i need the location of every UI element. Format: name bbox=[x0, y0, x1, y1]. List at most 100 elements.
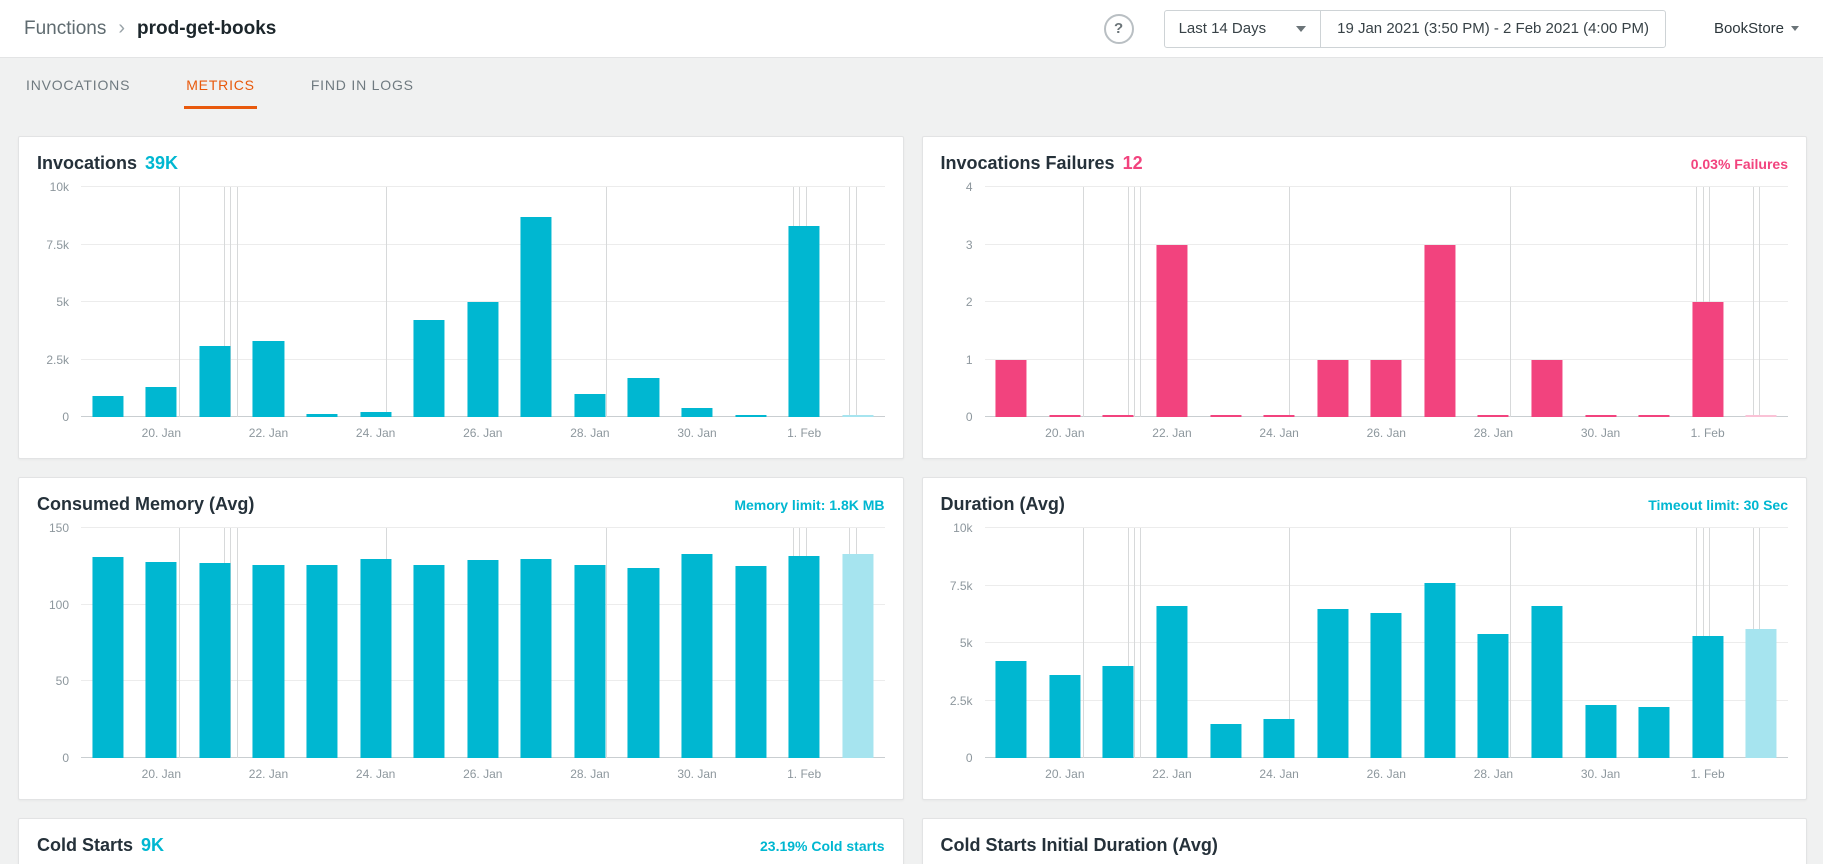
help-button[interactable]: ? bbox=[1103, 13, 1134, 44]
bar[interactable] bbox=[1692, 302, 1724, 417]
chart-stat: 9K bbox=[141, 835, 165, 855]
bar[interactable] bbox=[1584, 415, 1617, 417]
bar[interactable] bbox=[1477, 633, 1509, 758]
bar[interactable] bbox=[1692, 636, 1724, 758]
bar[interactable] bbox=[735, 414, 767, 417]
event-marker-line bbox=[179, 528, 181, 758]
tab-metrics[interactable]: METRICS bbox=[184, 58, 257, 109]
bar[interactable] bbox=[145, 561, 177, 758]
x-tick-label: 20. Jan bbox=[1045, 767, 1085, 781]
charts-grid: Invocations 39K 0 2.5k 5k 7.5k 10k 20. Jan 22. J… bbox=[0, 112, 1823, 864]
bar[interactable] bbox=[1317, 608, 1349, 758]
x-tick-label: 22. Jan bbox=[248, 767, 289, 781]
chart-note: Timeout limit: 30 Sec bbox=[1648, 497, 1788, 513]
bar[interactable] bbox=[413, 320, 445, 417]
chart-note: 23.19% Cold starts bbox=[760, 838, 885, 854]
range-preset-select[interactable]: Last 14 Days bbox=[1165, 10, 1322, 47]
date-range-display[interactable]: 19 Jan 2021 (3:50 PM) - 2 Feb 2021 (4:00… bbox=[1337, 20, 1649, 37]
event-marker-line bbox=[1140, 528, 1142, 758]
bar[interactable] bbox=[1049, 415, 1081, 417]
bar[interactable] bbox=[842, 415, 874, 417]
bar[interactable] bbox=[574, 564, 606, 758]
bar[interactable] bbox=[1156, 244, 1188, 417]
bar[interactable] bbox=[92, 396, 124, 417]
chart-stat: 39K bbox=[145, 153, 179, 173]
y-tick-label: 5k bbox=[959, 636, 973, 650]
bar[interactable] bbox=[995, 661, 1027, 758]
bar[interactable] bbox=[1638, 415, 1670, 417]
bar[interactable] bbox=[1745, 629, 1777, 758]
bar[interactable] bbox=[627, 377, 659, 417]
project-name: BookStore bbox=[1713, 20, 1784, 37]
bar[interactable] bbox=[413, 564, 445, 758]
gridline bbox=[984, 301, 1788, 302]
x-tick-label: 1. Feb bbox=[787, 426, 822, 440]
bar[interactable] bbox=[306, 564, 338, 758]
breadcrumb-functions-link[interactable]: Functions bbox=[24, 17, 107, 39]
bar[interactable] bbox=[995, 359, 1027, 417]
y-tick-label: 50 bbox=[55, 674, 69, 689]
bar[interactable] bbox=[252, 564, 284, 758]
y-axis: 0 2.5k 5k 7.5k 10k bbox=[941, 521, 985, 765]
bar[interactable] bbox=[1210, 415, 1242, 417]
bar[interactable] bbox=[735, 566, 767, 758]
plot-area bbox=[81, 186, 885, 417]
bar[interactable] bbox=[1424, 244, 1456, 417]
x-tick-label: 30. Jan bbox=[1580, 767, 1621, 781]
bar[interactable] bbox=[1531, 359, 1563, 417]
bar[interactable] bbox=[520, 216, 552, 417]
bar[interactable] bbox=[1531, 606, 1563, 758]
event-marker-line bbox=[1127, 528, 1129, 758]
chart-title: Invocations Failures bbox=[940, 153, 1115, 173]
x-tick-label: 30. Jan bbox=[677, 767, 717, 781]
bar[interactable] bbox=[145, 387, 177, 417]
bar[interactable] bbox=[467, 560, 499, 758]
project-selector[interactable]: BookStore bbox=[1714, 20, 1799, 37]
bar[interactable] bbox=[1370, 613, 1402, 758]
bar[interactable] bbox=[467, 302, 499, 417]
bar[interactable] bbox=[1102, 666, 1134, 758]
chart-card-cold-starts: Cold Starts 9K 23.19% Cold starts bbox=[18, 818, 904, 864]
event-marker-line bbox=[1082, 187, 1084, 417]
bar[interactable] bbox=[252, 341, 284, 417]
bar[interactable] bbox=[1477, 415, 1509, 417]
event-marker-line bbox=[1509, 187, 1511, 417]
chart-plot-column: 20. Jan 22. Jan 24. Jan 26. Jan 28. Jan 30. J… bbox=[81, 527, 885, 781]
gridline bbox=[984, 358, 1788, 360]
bar[interactable] bbox=[1102, 415, 1134, 417]
bar[interactable] bbox=[1317, 359, 1349, 417]
bar[interactable] bbox=[1370, 359, 1402, 417]
bar[interactable] bbox=[1745, 415, 1777, 417]
bar[interactable] bbox=[360, 412, 392, 417]
bar[interactable] bbox=[1424, 583, 1456, 758]
tab-find-in-logs[interactable]: FIND IN LOGS bbox=[310, 77, 414, 93]
bar[interactable] bbox=[1263, 718, 1295, 758]
bar[interactable] bbox=[92, 557, 124, 758]
bar[interactable] bbox=[574, 394, 606, 417]
bar[interactable] bbox=[199, 563, 231, 758]
bar[interactable] bbox=[1584, 705, 1617, 758]
bar[interactable] bbox=[681, 407, 713, 417]
event-marker-line bbox=[230, 187, 232, 417]
x-tick-label: 24. Jan bbox=[355, 767, 396, 781]
bar[interactable] bbox=[306, 413, 338, 417]
x-tick-label: 20. Jan bbox=[141, 426, 182, 440]
bar[interactable] bbox=[1263, 415, 1295, 417]
bar[interactable] bbox=[842, 554, 874, 758]
plot-area bbox=[81, 527, 885, 758]
bar[interactable] bbox=[681, 554, 713, 758]
bar[interactable] bbox=[1156, 606, 1188, 758]
bar[interactable] bbox=[199, 345, 231, 417]
bar[interactable] bbox=[788, 226, 820, 417]
bar[interactable] bbox=[1210, 723, 1242, 758]
bar[interactable] bbox=[627, 567, 659, 758]
event-marker-line bbox=[1289, 187, 1291, 417]
bar[interactable] bbox=[1049, 675, 1081, 758]
chart-card-invocations: Invocations 39K 0 2.5k 5k 7.5k 10k 20. Jan 22. J… bbox=[18, 136, 904, 459]
bar[interactable] bbox=[1638, 707, 1670, 758]
bar[interactable] bbox=[788, 555, 820, 758]
bar[interactable] bbox=[520, 558, 552, 758]
bar[interactable] bbox=[360, 558, 392, 758]
x-tick-label: 24. Jan bbox=[355, 426, 396, 440]
tab-invocations[interactable]: INVOCATIONS bbox=[26, 77, 131, 93]
